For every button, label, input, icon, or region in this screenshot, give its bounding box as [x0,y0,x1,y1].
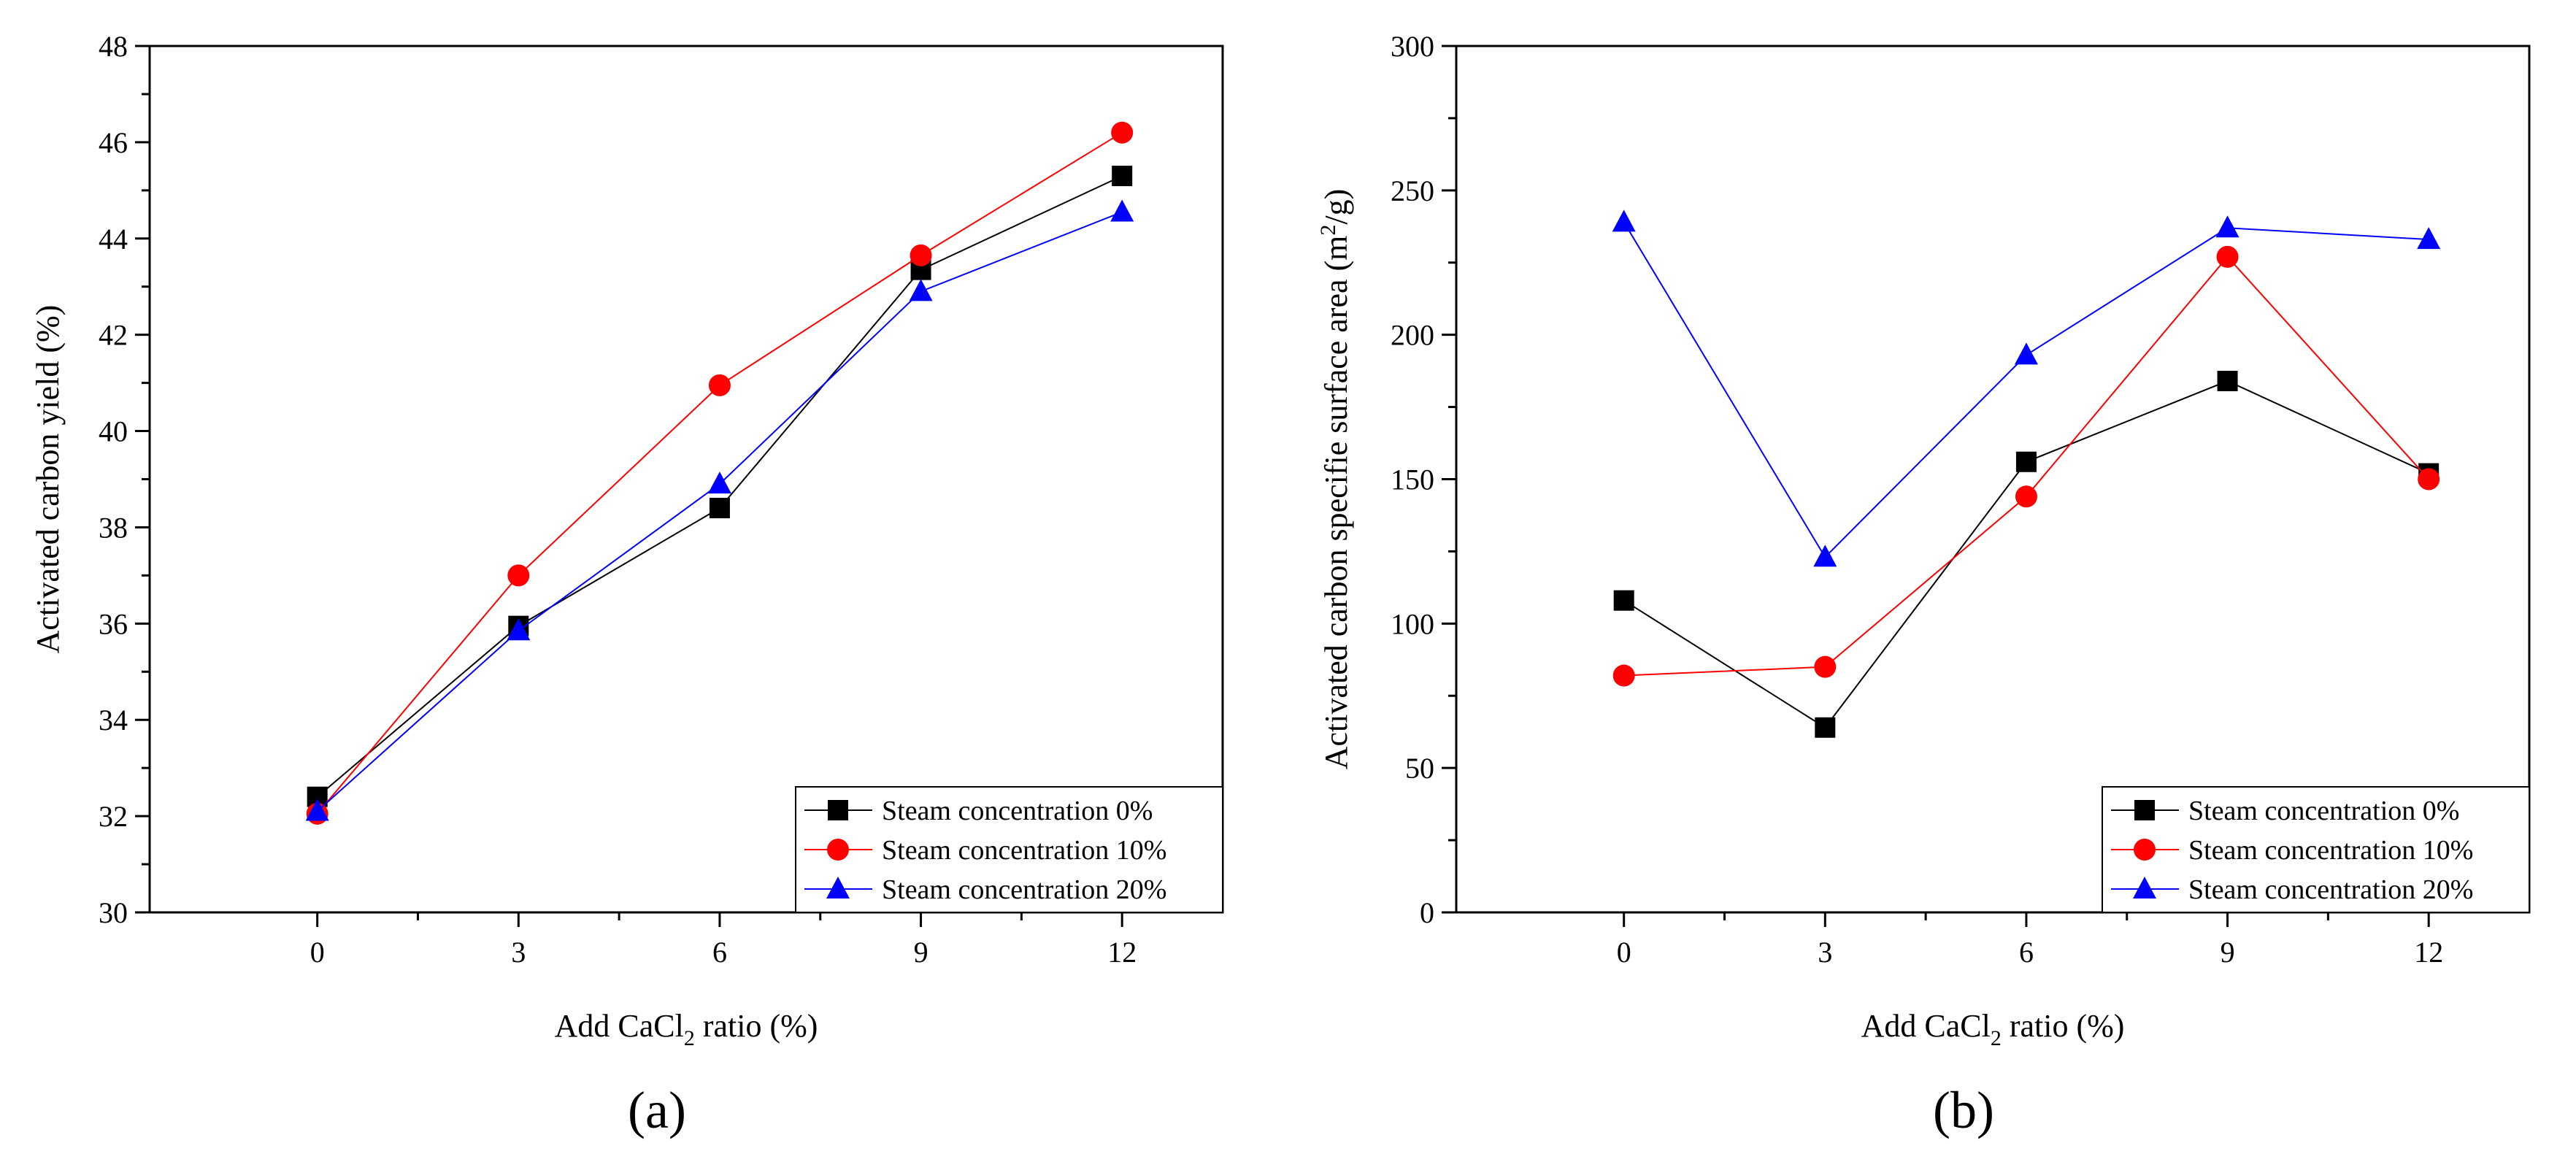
y-tick-label: 50 [1405,752,1434,785]
data-point-circle [2015,485,2037,508]
data-point-triangle [707,472,731,494]
series-line-steam-concentration-0 [1623,380,2429,729]
y-tick-label: 40 [99,415,128,448]
data-point-circle [1814,655,1837,678]
data-point-circle [2418,468,2440,490]
legend-marker-circle [827,839,849,861]
data-point-circle [708,374,731,396]
y-tick-label: 44 [99,223,128,255]
legend-marker-square [828,800,848,820]
y-tick-label: 38 [99,511,128,544]
y-tick-label: 48 [99,30,128,63]
legend-label: Steam concentration 10% [2188,835,2473,866]
legend-label: Steam concentration 20% [882,874,1166,905]
legend-marker-circle [2134,839,2156,861]
data-point-circle [1111,121,1134,144]
legend-marker-square [2134,800,2155,820]
legend-marker-triangle [2133,877,2156,899]
data-point-square [1815,717,1836,738]
y-tick-label: 34 [99,704,128,736]
x-tick-label: 3 [1818,936,1832,969]
panel-label: (a) [628,1081,686,1139]
y-tick-label: 300 [1391,30,1434,63]
data-point-triangle [305,799,329,821]
data-point-square [1613,590,1634,611]
y-tick-label: 200 [1391,319,1434,352]
x-tick-label: 0 [1617,936,1631,969]
y-tick-label: 30 [99,896,128,929]
y-tick-label: 150 [1391,463,1434,496]
y-tick-label: 42 [99,319,128,352]
y-tick-label: 32 [99,800,128,833]
data-point-triangle [2417,227,2441,250]
y-axis-label: Activated carbon yield (%) [30,305,66,654]
y-tick-label: 36 [99,607,128,640]
y-tick-label: 46 [99,126,128,159]
x-tick-label: 9 [914,936,928,969]
x-tick-label: 3 [511,936,526,969]
x-tick-label: 6 [712,936,727,969]
legend-label: Steam concentration 0% [882,796,1153,826]
data-point-triangle [1110,199,1134,222]
data-point-triangle [909,279,933,301]
x-tick-label: 6 [2019,936,2034,969]
legend-box [795,786,1223,913]
legend-marker-triangle [826,877,850,899]
legend-label: Steam concentration 10% [882,835,1166,866]
x-tick-label: 0 [310,936,325,969]
data-point-square [2015,451,2037,472]
panel-label: (b) [1933,1081,1994,1139]
data-point-triangle [2215,215,2239,238]
data-point-triangle [507,618,531,641]
data-point-circle [2216,245,2239,268]
data-point-triangle [1612,209,1636,232]
data-point-square [1112,166,1133,187]
chart-panel-b: 0 50 100 150 200 250 300 0 3 6 9 12 Add CaCl2 ratio … [1316,30,2531,1139]
plot-frame [148,45,1224,914]
x-tick-label: 9 [2221,936,2235,969]
data-point-square [709,498,730,519]
data-point-triangle [1813,545,1837,567]
legend-label: Steam concentration 20% [2188,874,2473,905]
data-point-circle [507,564,530,587]
x-axis-label: Add CaCl2 ratio (%) [1861,1008,2125,1050]
data-point-circle [910,244,932,266]
legend-label: Steam concentration 0% [2188,796,2459,826]
data-point-square [2217,370,2238,391]
x-axis-label: Add CaCl2 ratio (%) [555,1008,818,1050]
y-tick-label: 100 [1391,607,1434,640]
data-point-triangle [2014,342,2038,365]
x-tick-label: 12 [2414,936,2443,969]
plot-frame [1455,45,2531,914]
y-tick-label: 0 [1420,896,1434,929]
y-tick-label: 250 [1391,174,1434,207]
data-point-circle [1612,664,1635,687]
y-axis-label: Activated carbon specifie surface area (… [1316,189,1354,770]
x-tick-label: 12 [1107,936,1137,969]
